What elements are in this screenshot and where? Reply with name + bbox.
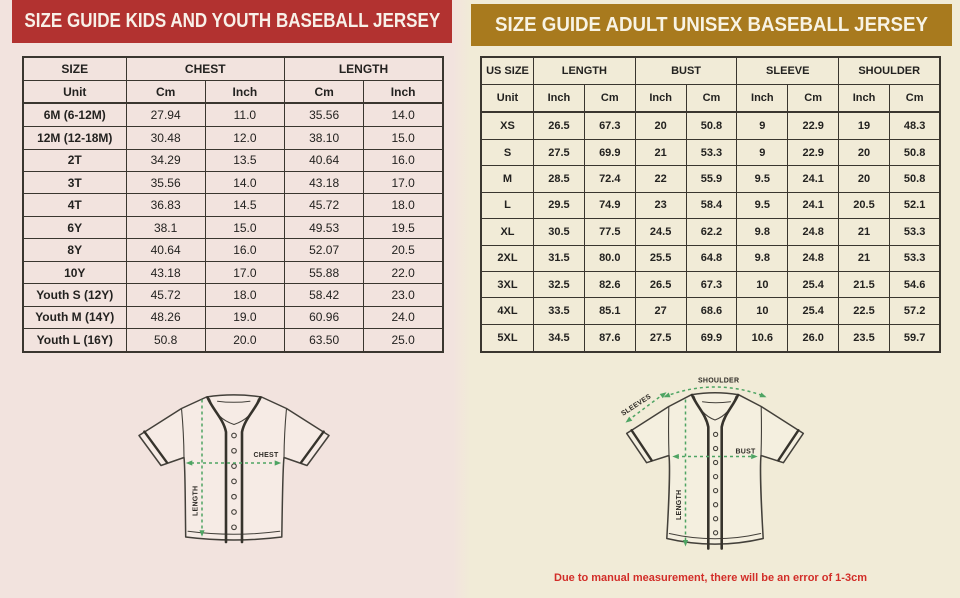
svg-text:LENGTH: LENGTH xyxy=(676,490,683,520)
svg-text:LENGTH: LENGTH xyxy=(193,486,200,516)
svg-text:SHOULDER: SHOULDER xyxy=(698,378,739,385)
svg-text:CHEST: CHEST xyxy=(254,452,279,459)
svg-text:BUST: BUST xyxy=(736,449,757,456)
